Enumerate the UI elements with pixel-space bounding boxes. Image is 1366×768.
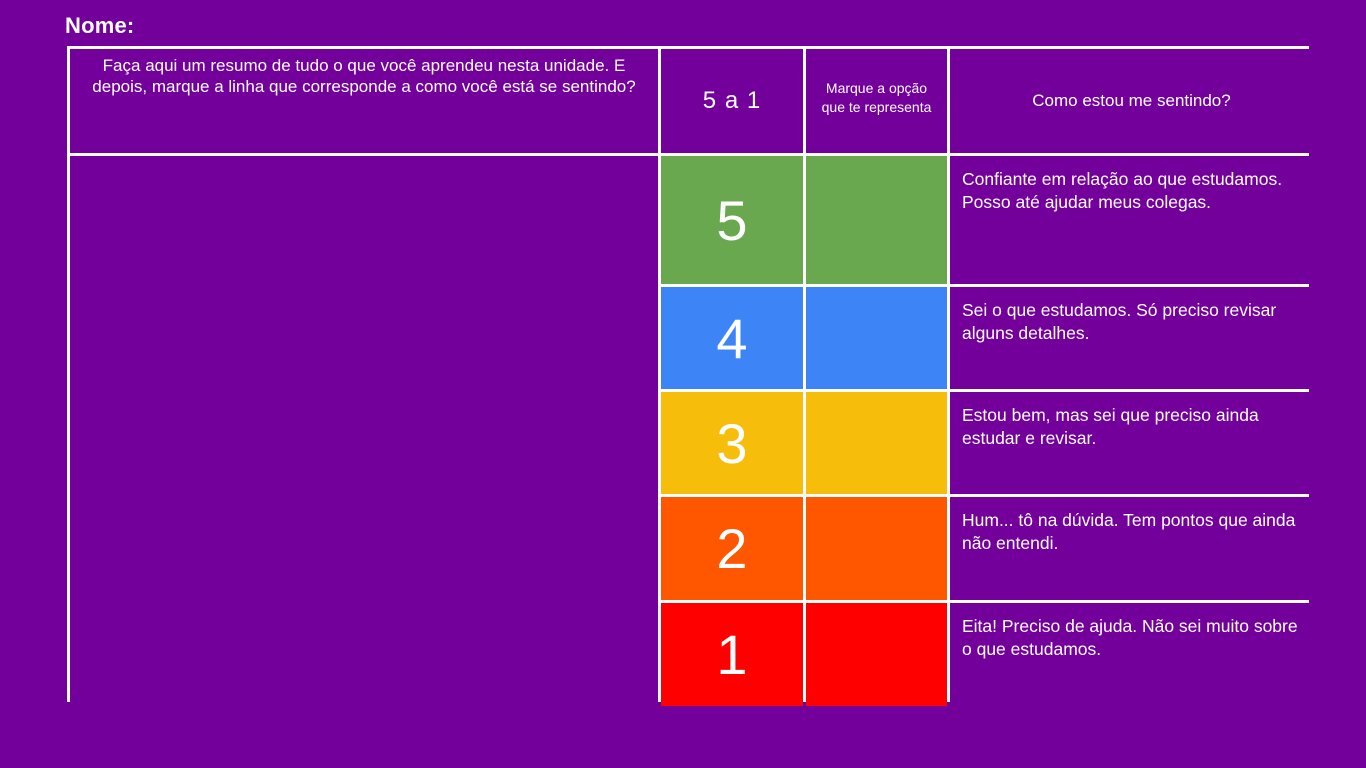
rating-2-mark-box[interactable] [806, 497, 947, 600]
self-assessment-table: Faça aqui um resumo de tudo o que você a… [67, 46, 1313, 706]
rating-3-description: Estou bem, mas sei que preciso ainda est… [950, 392, 1313, 494]
rating-3-number: 3 [661, 392, 803, 494]
rating-5-number: 5 [661, 156, 803, 284]
summary-instruction-header: Faça aqui um resumo de tudo o que você a… [70, 49, 658, 153]
rating-3-mark-box[interactable] [806, 392, 947, 494]
summary-writing-area[interactable] [70, 156, 658, 706]
rating-4-number: 4 [661, 287, 803, 389]
mark-option-header: Marque a opção que te representa [806, 49, 947, 153]
rating-1-number: 1 [661, 603, 803, 706]
rating-2-description: Hum... tô na dúvida. Tem pontos que aind… [950, 497, 1313, 600]
name-label: Nome: [65, 13, 135, 38]
rating-5-description: Confiante em relação ao que estudamos. P… [950, 156, 1313, 284]
feeling-header: Como estou me sentindo? [950, 49, 1313, 153]
rating-4-description: Sei o que estudamos. Só preciso revisar … [950, 287, 1313, 389]
rating-1-mark-box[interactable] [806, 603, 947, 706]
rating-5-mark-box[interactable] [806, 156, 947, 284]
rating-4-mark-box[interactable] [806, 287, 947, 389]
rating-2-number: 2 [661, 497, 803, 600]
rating-1-description: Eita! Preciso de ajuda. Não sei muito so… [950, 603, 1313, 706]
scale-header: 5 a 1 [661, 49, 803, 153]
